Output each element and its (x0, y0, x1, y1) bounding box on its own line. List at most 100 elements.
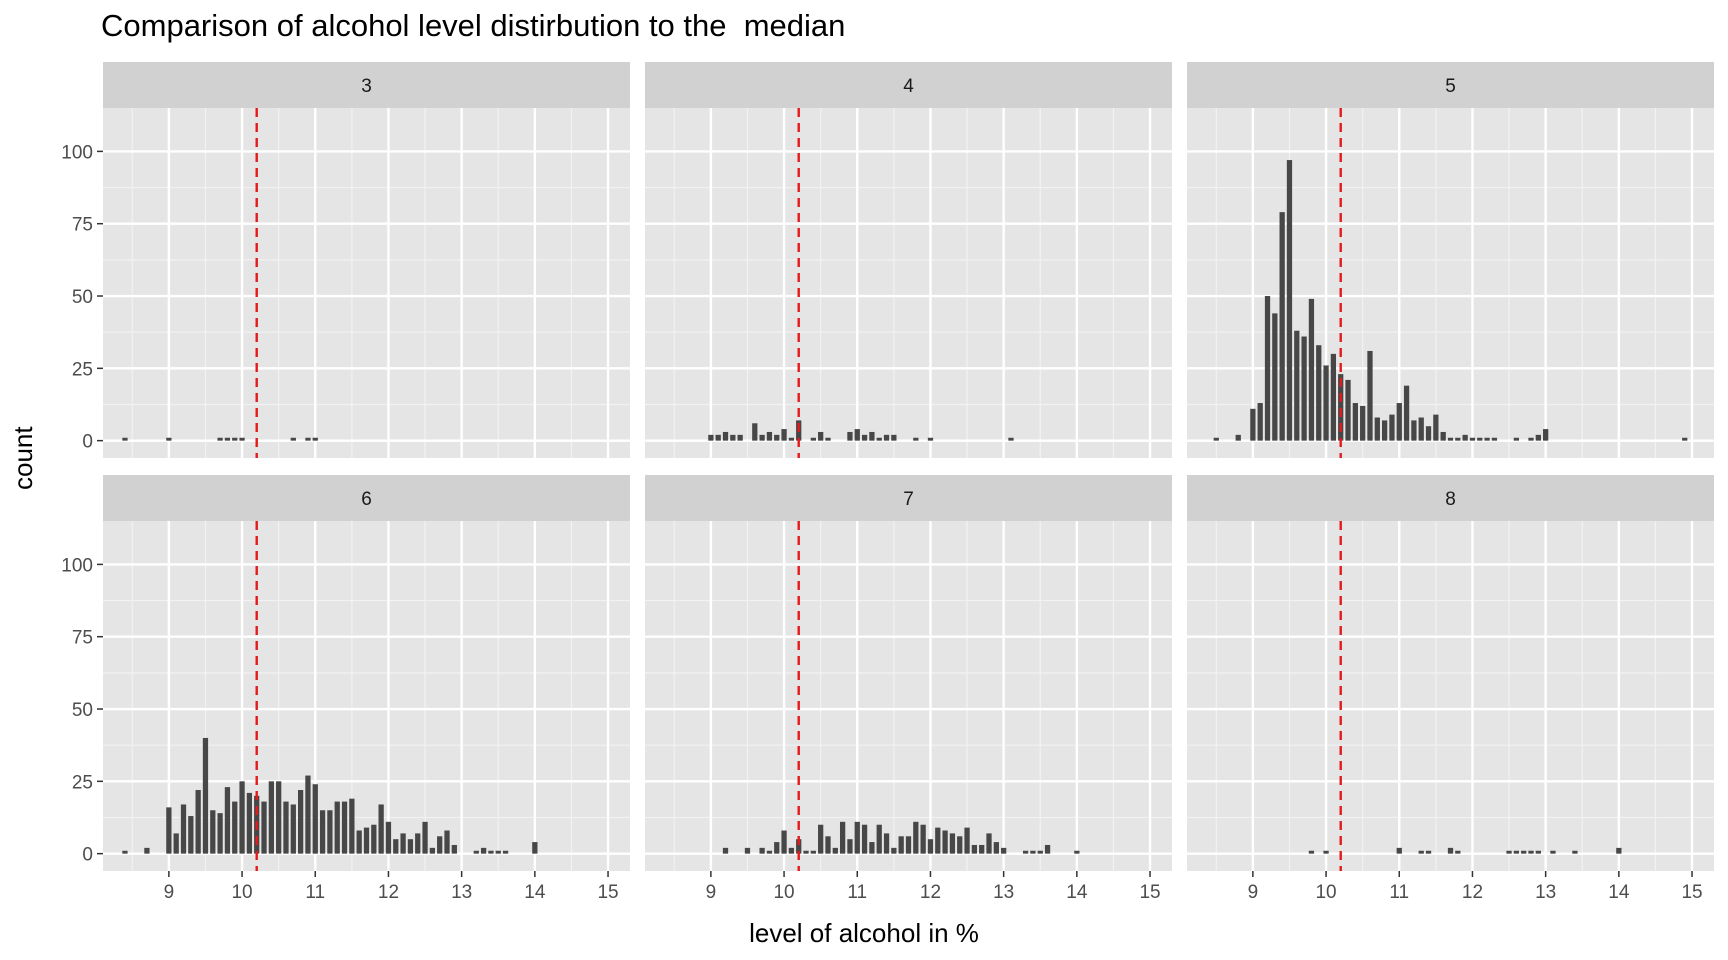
histogram-bar (708, 434, 714, 441)
histogram-bar (1528, 437, 1534, 441)
histogram-bar (810, 437, 816, 441)
histogram-bar (993, 842, 999, 854)
histogram-bar (1682, 437, 1688, 441)
facet-panel-4: 4 (645, 62, 1172, 458)
panel-background (645, 108, 1172, 458)
histogram-bar (1030, 850, 1036, 854)
histogram-bar (217, 813, 223, 854)
histogram-bar (744, 847, 751, 854)
histogram-bar (1528, 850, 1534, 854)
histogram-bar (327, 810, 333, 854)
histogram-bar (371, 824, 377, 854)
histogram-bar (759, 847, 765, 854)
histogram-bar (1250, 408, 1256, 441)
y-tick-label: 0 (82, 432, 93, 453)
histogram-bar (261, 801, 267, 854)
histogram-bar (1396, 847, 1402, 854)
histogram-bar (1389, 414, 1395, 441)
histogram-bar (957, 836, 963, 854)
histogram-bar (788, 437, 795, 441)
histogram-bar (1403, 385, 1410, 441)
histogram-bar (437, 836, 443, 854)
histogram-bar (473, 850, 479, 854)
x-tick-label: 14 (1608, 882, 1630, 903)
histogram-bar (502, 850, 509, 854)
histogram-bar (224, 437, 231, 441)
histogram-bar (1491, 437, 1498, 441)
histogram-bar (217, 437, 223, 441)
histogram-bar (810, 850, 816, 854)
histogram-bar (796, 839, 802, 854)
facet-panel-3: 3 0 25 50 75 100 (61, 62, 630, 458)
histogram-bar (1433, 414, 1439, 441)
histogram-bar (854, 821, 860, 854)
histogram-bar (913, 437, 919, 441)
histogram-bar (1550, 850, 1556, 854)
histogram-bar (927, 839, 934, 854)
histogram-bar (788, 847, 795, 854)
histogram-bar (1418, 417, 1424, 441)
facet-strip (645, 62, 1172, 108)
histogram-bar (839, 821, 846, 854)
histogram-bar (239, 437, 245, 441)
x-tick-label: 14 (1066, 882, 1088, 903)
histogram-bar (349, 798, 355, 854)
histogram-bar (276, 781, 282, 854)
histogram-bar (1616, 847, 1622, 854)
histogram-bar (1037, 850, 1043, 854)
x-tick-label: 12 (920, 882, 941, 903)
histogram-bar (766, 850, 773, 854)
histogram-bar (122, 850, 128, 854)
histogram-bar (781, 830, 787, 854)
histogram-bar (1440, 431, 1446, 441)
histogram-bar (1001, 847, 1007, 854)
histogram-bar (1469, 437, 1476, 441)
histogram-bar (876, 824, 882, 854)
histogram-bar (444, 830, 450, 854)
histogram-bar (825, 437, 831, 441)
histogram-bar (913, 821, 919, 854)
histogram-bar (1264, 296, 1271, 441)
histogram-bar (202, 737, 209, 854)
histogram-bar (861, 824, 868, 854)
histogram-bar (847, 839, 853, 854)
facet-strip (103, 475, 630, 521)
histogram-bar (1367, 350, 1373, 441)
panel-background (103, 521, 630, 871)
histogram-bar (1352, 403, 1358, 441)
histogram-bar (847, 431, 853, 441)
histogram-bar (1308, 850, 1315, 854)
facet-strip (1187, 62, 1714, 108)
histogram-bar (1411, 420, 1417, 441)
histogram-bar (1022, 850, 1029, 854)
histogram-bar (1235, 434, 1241, 441)
histogram-bar (224, 787, 231, 854)
panel-background (645, 521, 1172, 871)
histogram-bar (1345, 379, 1351, 441)
histogram-bar (1447, 847, 1454, 854)
histogram-bar (297, 790, 304, 854)
histogram-bar (905, 836, 912, 854)
facet-strip (103, 62, 630, 108)
y-tick-label: 100 (61, 555, 93, 576)
histogram-bar (1308, 298, 1315, 441)
histogram-bar (730, 434, 736, 441)
histogram-bar (986, 833, 992, 854)
x-tick-label: 13 (993, 882, 1014, 903)
histogram-bar (1294, 330, 1300, 441)
histogram-bar (759, 434, 765, 441)
histogram-bar (1272, 313, 1278, 441)
x-tick-label: 15 (597, 882, 618, 903)
x-tick-label: 15 (1681, 882, 1702, 903)
histogram-bar (1074, 850, 1080, 854)
histogram-bar (1455, 437, 1461, 441)
histogram-bar (488, 850, 494, 854)
histogram-bar (480, 847, 487, 854)
histogram-bar (166, 437, 172, 441)
y-tick-label: 50 (72, 700, 93, 721)
histogram-bar (898, 836, 904, 854)
histogram-bar (861, 434, 868, 441)
histogram-bar (774, 434, 780, 441)
x-tick-label: 9 (706, 882, 717, 903)
histogram-bar (122, 437, 128, 441)
